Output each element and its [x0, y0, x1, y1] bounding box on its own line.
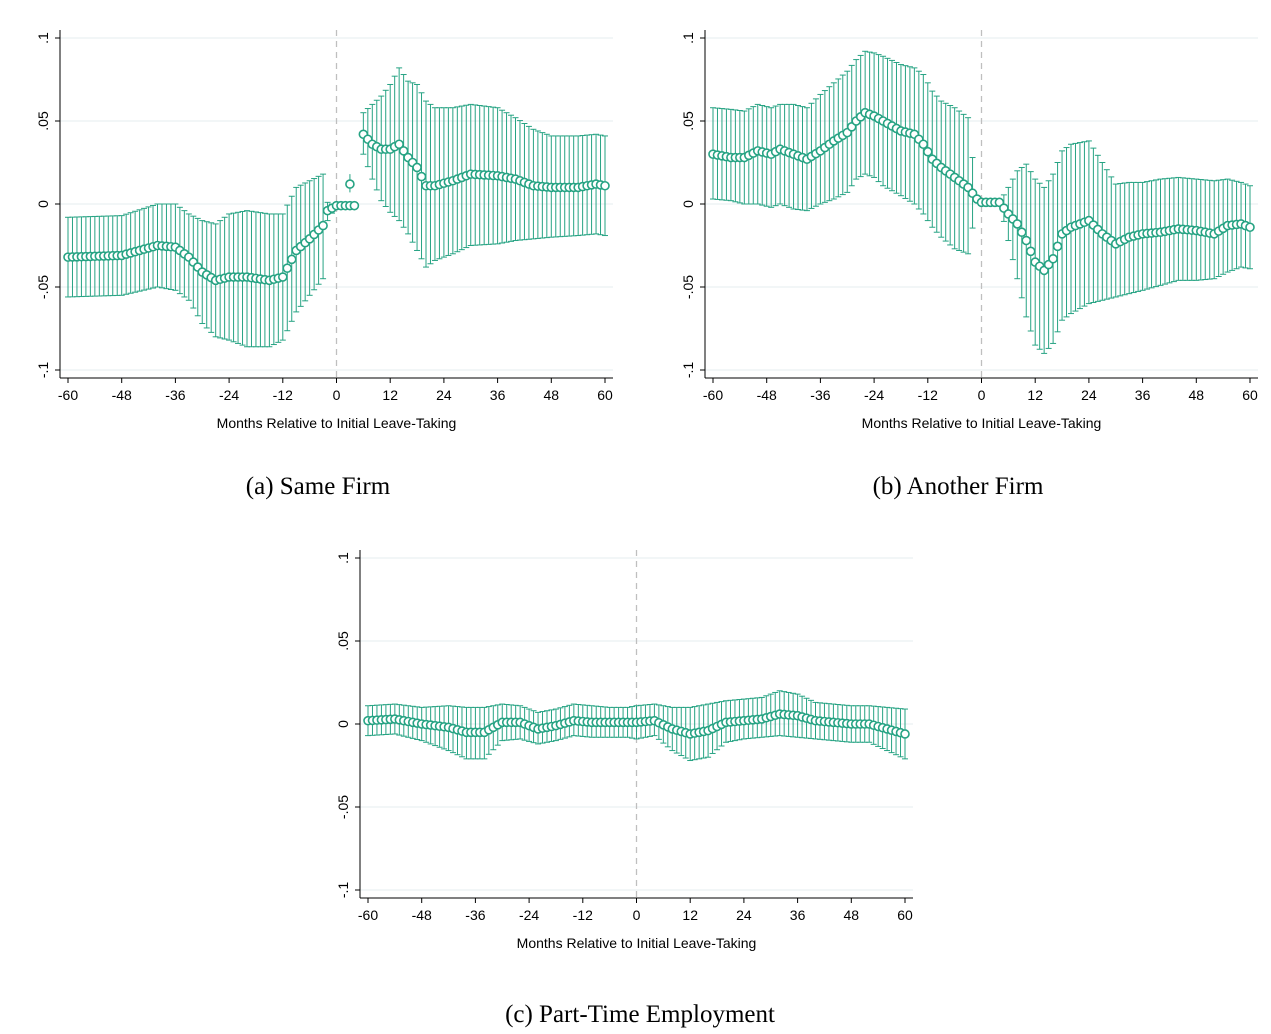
- data-point: [1025, 246, 1036, 257]
- point-group: [708, 107, 1255, 276]
- data-point: [600, 180, 610, 191]
- y-tick-label: .1: [335, 552, 351, 564]
- x-tick-label: -48: [757, 387, 777, 403]
- chart-background: [310, 530, 930, 980]
- data-point: [416, 171, 427, 182]
- chart-panel-same-firm: -.1 -.05 0 .05 .1 -60 -48 -36 -24 -12 0 12 24 36 48 60 M…: [10, 10, 630, 460]
- y-tick-label: -.05: [35, 275, 51, 299]
- x-tick-label: 36: [790, 907, 806, 923]
- x-tick-label: -36: [465, 907, 485, 923]
- data-point: [1245, 222, 1255, 233]
- x-tick-label: 24: [736, 907, 752, 923]
- x-tick-label: -24: [519, 907, 539, 923]
- x-tick-label: -36: [165, 387, 185, 403]
- caption-part-time-employment: (c) Part-Time Employment: [505, 1001, 775, 1028]
- y-tick-label: .05: [680, 111, 696, 131]
- x-axis-title: Months Relative to Initial Leave-Taking: [217, 415, 457, 431]
- point-group: [363, 709, 910, 739]
- data-point: [922, 146, 933, 157]
- x-axis-title: Months Relative to Initial Leave-Taking: [862, 415, 1102, 431]
- x-tick-label: -48: [412, 907, 432, 923]
- x-tick-label: 48: [1189, 387, 1205, 403]
- y-tick-label: -.1: [335, 882, 351, 899]
- x-tick-label: 60: [897, 907, 913, 923]
- x-tick-label: 0: [978, 387, 986, 403]
- x-tick-label: 12: [1027, 387, 1043, 403]
- y-tick-label: 0: [35, 200, 51, 208]
- x-tick-label: -36: [810, 387, 830, 403]
- y-tick-label: .05: [335, 631, 351, 651]
- chart-background: [10, 10, 630, 460]
- x-tick-label: -12: [273, 387, 293, 403]
- caption-another-firm: (b) Another Firm: [872, 473, 1044, 500]
- x-tick-label: -60: [703, 387, 723, 403]
- x-tick-label: 0: [333, 387, 341, 403]
- y-tick-label: -.1: [680, 362, 696, 379]
- x-tick-label: 48: [544, 387, 560, 403]
- data-point: [1016, 227, 1027, 238]
- caption-same-firm: (a) Same Firm: [245, 473, 391, 500]
- chart-svg: -.1 -.05 0 .05 .1 -60 -48 -36 -24 -12 0 12 24 36 48 60 M…: [655, 10, 1271, 460]
- x-tick-label: 24: [436, 387, 452, 403]
- data-point: [1048, 253, 1058, 264]
- data-point: [394, 139, 404, 150]
- y-tick-label: .1: [680, 32, 696, 44]
- x-tick-label: 48: [844, 907, 860, 923]
- data-point: [349, 200, 360, 211]
- data-point: [1021, 235, 1032, 246]
- data-point: [918, 139, 929, 150]
- x-tick-label: -48: [112, 387, 132, 403]
- x-tick-label: 60: [1242, 387, 1258, 403]
- x-tick-label: 60: [597, 387, 613, 403]
- data-point: [1012, 219, 1023, 229]
- x-tick-label: 24: [1081, 387, 1097, 403]
- data-point: [286, 254, 297, 265]
- chart-panel-part-time-employment: -.1 -.05 0 .05 .1 -60 -48 -36 -24 -12 0 12 24 36 48 60 M…: [310, 530, 930, 980]
- y-tick-label: -.1: [35, 362, 51, 379]
- data-point: [282, 263, 293, 273]
- data-point: [318, 220, 328, 231]
- x-tick-label: -24: [219, 387, 239, 403]
- x-tick-label: -24: [864, 387, 884, 403]
- y-tick-label: -.05: [335, 795, 351, 819]
- chart-svg: -.1 -.05 0 .05 .1 -60 -48 -36 -24 -12 0 12 24 36 48 60 M…: [10, 10, 630, 460]
- point-group: [63, 129, 610, 286]
- x-tick-label: 12: [682, 907, 698, 923]
- x-tick-label: 12: [382, 387, 398, 403]
- x-tick-label: 36: [490, 387, 506, 403]
- chart-svg: -.1 -.05 0 .05 .1 -60 -48 -36 -24 -12 0 12 24 36 48 60 M…: [310, 530, 930, 980]
- x-tick-label: -60: [358, 907, 378, 923]
- x-tick-label: 36: [1135, 387, 1151, 403]
- x-tick-label: -12: [918, 387, 938, 403]
- data-point: [398, 146, 409, 156]
- data-point: [1052, 241, 1063, 252]
- y-tick-label: .1: [35, 32, 51, 44]
- x-tick-label: -12: [573, 907, 593, 923]
- y-tick-label: .05: [35, 111, 51, 131]
- y-tick-label: -.05: [680, 275, 696, 299]
- data-point: [277, 272, 288, 282]
- y-tick-label: 0: [335, 720, 351, 728]
- chart-panel-another-firm: -.1 -.05 0 .05 .1 -60 -48 -36 -24 -12 0 12 24 36 48 60 M…: [655, 10, 1271, 460]
- x-axis-title: Months Relative to Initial Leave-Taking: [517, 935, 757, 951]
- x-tick-label: 0: [633, 907, 641, 923]
- y-tick-label: 0: [680, 200, 696, 208]
- x-tick-label: -60: [58, 387, 78, 403]
- data-point: [412, 162, 422, 173]
- data-point: [345, 179, 355, 189]
- data-point: [900, 729, 910, 739]
